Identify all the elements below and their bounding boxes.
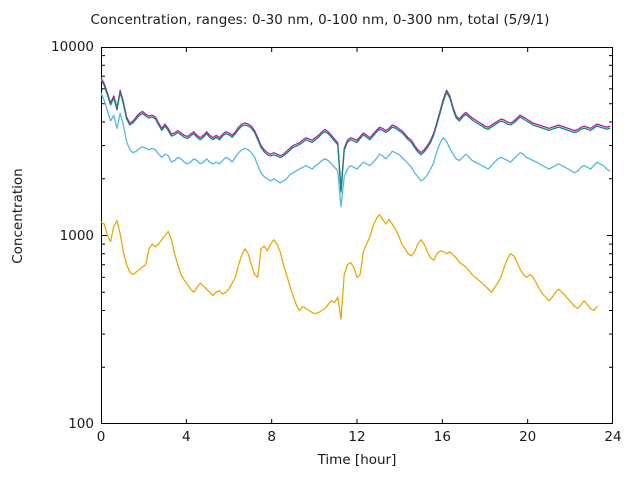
series-line-total [101, 77, 611, 191]
plot-area [101, 47, 613, 424]
y-tick-label: 10000 [51, 39, 94, 55]
x-axis-tick-labels: 0 4 8 12 16 20 24 [97, 429, 622, 451]
chart-title: Concentration, ranges: 0-30 nm, 0-100 nm… [90, 12, 550, 28]
y-tick-label: 100 [68, 416, 94, 432]
series-line-0-30-nm [101, 214, 598, 320]
x-tick-label: 24 [604, 429, 622, 445]
x-tick-label: 16 [433, 429, 451, 445]
x-tick-label: 8 [267, 429, 276, 445]
y-axis-label: Concentration [10, 168, 26, 264]
axis-ticks [101, 47, 613, 424]
series-lines [101, 47, 613, 424]
y-axis-tick-labels: 100 1000 10000 [0, 39, 94, 432]
plot-frame [101, 47, 613, 424]
x-tick-label: 20 [519, 429, 537, 445]
x-tick-label: 0 [96, 429, 106, 445]
series-line-0-300-nm [101, 79, 611, 193]
x-tick-label: 12 [348, 429, 366, 445]
x-tick-label: 4 [182, 429, 191, 445]
x-axis-label: Time [hour] [317, 452, 397, 468]
y-tick-label: 1000 [59, 227, 94, 244]
series-line-0-100-nm [101, 92, 611, 208]
